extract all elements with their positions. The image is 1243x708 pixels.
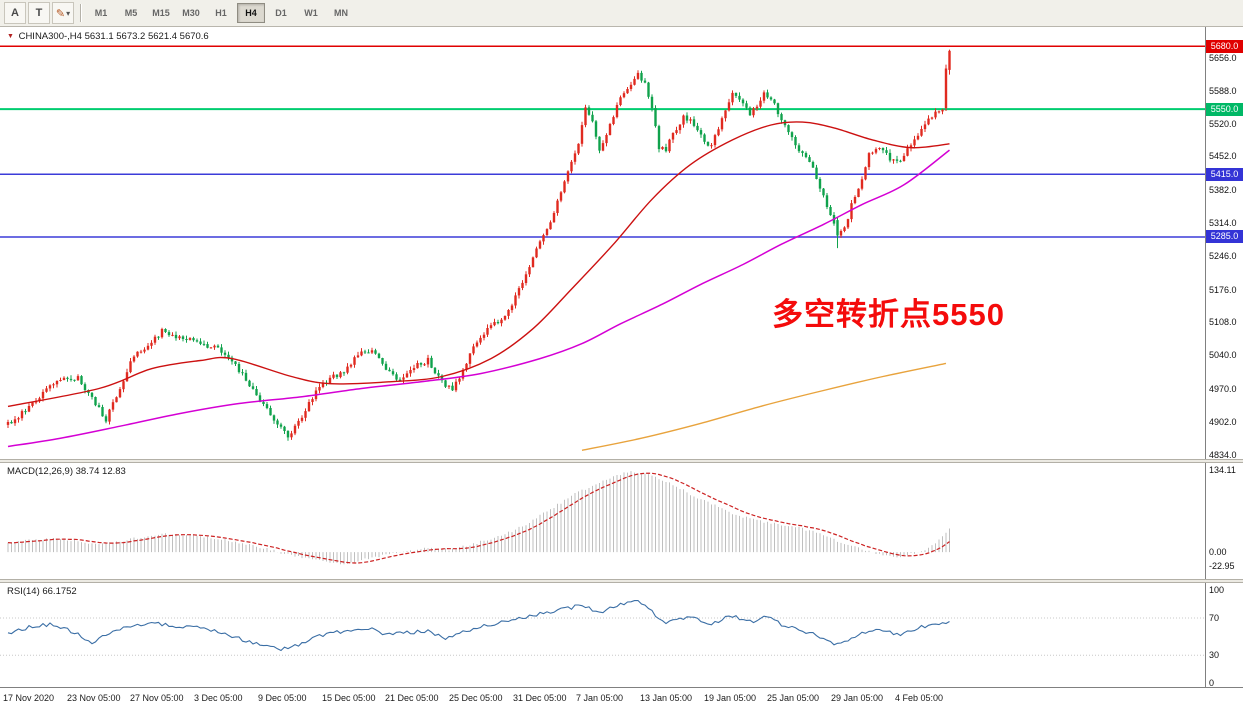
horizontal-lines-layer [0,45,1205,238]
timeframe-button-w1[interactable]: W1 [304,8,318,18]
rsi-tick: 30 [1209,650,1220,660]
timeframe-button-m5[interactable]: M5 [124,8,138,18]
price-tick: 4970.0 [1209,384,1237,394]
price-line-badge: 5285.0 [1206,230,1243,243]
price-tick: 5520.0 [1209,119,1237,129]
time-axis-label: 9 Dec 05:00 [258,693,307,703]
time-axis-label: 19 Jan 05:00 [704,693,757,703]
macd-axis[interactable]: 134.11 0.00 -22.95 [1205,463,1243,579]
price-tick: 4902.0 [1209,417,1237,427]
price-tick: 5040.0 [1209,350,1237,360]
price-tick: 5176.0 [1209,285,1237,295]
symbol-ohlc-text: CHINA300-,H4 5631.1 5673.2 5621.4 5670.6 [18,31,209,42]
time-axis[interactable]: 17 Nov 2020 23 Nov 05:00 27 Nov 05:00 3 Dec… [0,687,1243,708]
price-line-badge: 5415.0 [1206,168,1243,181]
annotation-text[interactable]: 多空转折点5550 [772,297,1005,332]
time-axis-label: 3 Dec 05:00 [194,693,243,703]
time-axis-label: 4 Feb 05:00 [895,693,944,703]
timeframe-button-h4[interactable]: H4 [237,3,265,23]
price-line-badge: 5550.0 [1206,103,1243,116]
rsi-axis[interactable]: 100 70 30 0 [1205,583,1243,688]
price-tick: 5382.0 [1209,185,1237,195]
macd-tick: -22.95 [1209,561,1235,571]
panel-splitter-rsi[interactable] [0,579,1243,583]
price-tick: 5656.0 [1209,53,1237,63]
time-axis-label: 17 Nov 2020 [3,693,55,703]
macd-tick: 134.11 [1209,465,1236,475]
cursor-tool-button[interactable]: A [4,2,26,24]
symbol-marker-icon: ▼ [7,33,14,40]
timeframe-button-d1[interactable]: D1 [275,8,287,18]
macd-canvas[interactable] [0,463,1205,579]
rsi-tick: 0 [1209,678,1215,688]
price-tick: 5314.0 [1209,218,1237,228]
panel-splitter-macd[interactable] [0,459,1243,463]
time-axis-label: 13 Jan 05:00 [640,693,693,703]
time-axis-label: 7 Jan 05:00 [576,693,624,703]
rsi-canvas[interactable] [0,583,1205,687]
rsi-tick: 70 [1209,613,1220,623]
price-tick: 5246.0 [1209,251,1237,261]
timeframe-button-m30[interactable]: M30 [182,8,200,18]
dropdown-arrow-icon: ▾ [66,8,71,18]
price-line-badge: 5680.0 [1206,40,1243,53]
macd-histogram [7,471,950,565]
price-axis[interactable]: 5656.0 5588.0 5520.0 5452.0 5382.0 5314.0 5246… [1205,27,1243,460]
time-axis-label: 21 Dec 05:00 [385,693,439,703]
main-chart-panel: ▼ CHINA300-,H4 5631.1 5673.2 5621.4 5670… [0,27,1243,460]
timeframe-button-h1[interactable]: H1 [215,8,227,18]
time-axis-label: 31 Dec 05:00 [513,693,567,703]
rsi-label: RSI(14) 66.1752 [7,586,77,597]
draw-tool-button[interactable]: ✎ ▾ [52,2,74,24]
text-tool-button[interactable]: T [28,2,50,24]
time-axis-label: 23 Nov 05:00 [67,693,121,703]
timeframe-button-mn[interactable]: MN [334,8,348,18]
candles-layer [6,49,951,441]
price-tick: 5108.0 [1209,317,1237,327]
symbol-ohlc-line: ▼ CHINA300-,H4 5631.1 5673.2 5621.4 5670… [7,31,209,42]
macd-tick: 0.00 [1209,547,1227,557]
price-tick: 4834.0 [1209,450,1237,460]
time-axis-label: 15 Dec 05:00 [322,693,376,703]
timeframe-button-m15[interactable]: M15 [152,8,170,18]
toolbar-separator [80,4,81,22]
price-tick: 5452.0 [1209,151,1237,161]
ma-orange-line [581,362,947,451]
main-chart-canvas[interactable] [0,27,1205,459]
timeframe-button-m1[interactable]: M1 [94,8,108,18]
price-tick: 5588.0 [1209,86,1237,96]
pencil-icon: ✎ [55,7,66,20]
ma-red-line [7,121,950,408]
toolbar: A T ✎ ▾ M1 M5 M15 M30 H1 H4 D1 W1 MN [0,0,1243,27]
time-axis-label: 29 Jan 05:00 [831,693,884,703]
rsi-line [7,599,950,652]
rsi-panel: RSI(14) 66.1752 100 70 30 0 [0,583,1243,688]
timeframe-bar: M1 M5 M15 M30 H1 H4 D1 W1 MN [87,3,357,23]
macd-panel: MACD(12,26,9) 38.74 12.83 134.11 0.00 -22.… [0,463,1243,579]
time-axis-label: 25 Jan 05:00 [767,693,820,703]
macd-label: MACD(12,26,9) 38.74 12.83 [7,466,126,477]
time-axis-label: 25 Dec 05:00 [449,693,503,703]
rsi-tick: 100 [1209,585,1225,595]
time-axis-label: 27 Nov 05:00 [130,693,184,703]
macd-signal-line [7,472,950,564]
cursor-tool-label: A [11,7,19,19]
ma-magenta-line [7,149,950,448]
text-tool-label: T [35,7,43,19]
